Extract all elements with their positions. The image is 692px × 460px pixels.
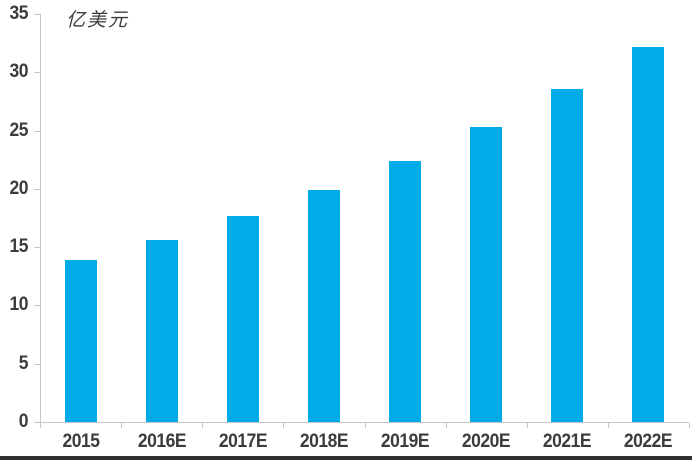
y-axis-tick bbox=[34, 422, 40, 423]
y-axis-tick bbox=[34, 72, 40, 73]
x-axis-tick bbox=[283, 423, 284, 428]
bar-2022E bbox=[632, 47, 664, 422]
y-axis-tick bbox=[34, 364, 40, 365]
y-tick-label: 20 bbox=[9, 178, 28, 199]
x-category-label: 2020E bbox=[461, 431, 511, 452]
bar-2015 bbox=[65, 260, 97, 422]
x-category-label: 2022E bbox=[623, 431, 673, 452]
x-axis-tick bbox=[40, 423, 41, 428]
y-tick-label: 25 bbox=[9, 120, 28, 141]
y-axis-tick bbox=[34, 305, 40, 306]
bar-2019E bbox=[389, 161, 421, 422]
bar-2021E bbox=[551, 89, 583, 422]
x-category-label: 2017E bbox=[218, 431, 268, 452]
y-axis-line bbox=[40, 14, 41, 423]
y-tick-label: 5 bbox=[18, 353, 29, 374]
bar-2018E bbox=[308, 190, 340, 422]
x-category-label: 2016E bbox=[137, 431, 187, 452]
y-tick-label: 30 bbox=[9, 61, 28, 82]
x-axis-line bbox=[40, 422, 689, 423]
y-tick-label: 15 bbox=[9, 236, 28, 257]
bar-2017E bbox=[227, 216, 259, 422]
x-category-label: 2019E bbox=[380, 431, 430, 452]
x-axis-tick bbox=[446, 423, 447, 428]
x-axis-tick bbox=[121, 423, 122, 428]
x-category-label: 2015 bbox=[62, 431, 100, 452]
x-axis-tick bbox=[365, 423, 366, 428]
x-axis-tick bbox=[608, 423, 609, 428]
y-tick-label: 0 bbox=[18, 411, 29, 432]
bar-2016E bbox=[146, 240, 178, 422]
y-axis-unit-label: 亿美元 bbox=[66, 9, 130, 31]
x-category-label: 2018E bbox=[299, 431, 349, 452]
y-axis-tick bbox=[34, 189, 40, 190]
x-category-label: 2021E bbox=[542, 431, 592, 452]
image-bottom-edge bbox=[0, 456, 692, 460]
y-tick-label: 10 bbox=[9, 294, 28, 315]
y-axis-tick bbox=[34, 14, 40, 15]
y-axis-tick bbox=[34, 247, 40, 248]
bar-2020E bbox=[470, 127, 502, 422]
x-axis-tick bbox=[527, 423, 528, 428]
y-axis-tick bbox=[34, 131, 40, 132]
x-axis-tick bbox=[689, 423, 690, 428]
y-tick-label: 35 bbox=[9, 3, 28, 24]
x-axis-tick bbox=[202, 423, 203, 428]
